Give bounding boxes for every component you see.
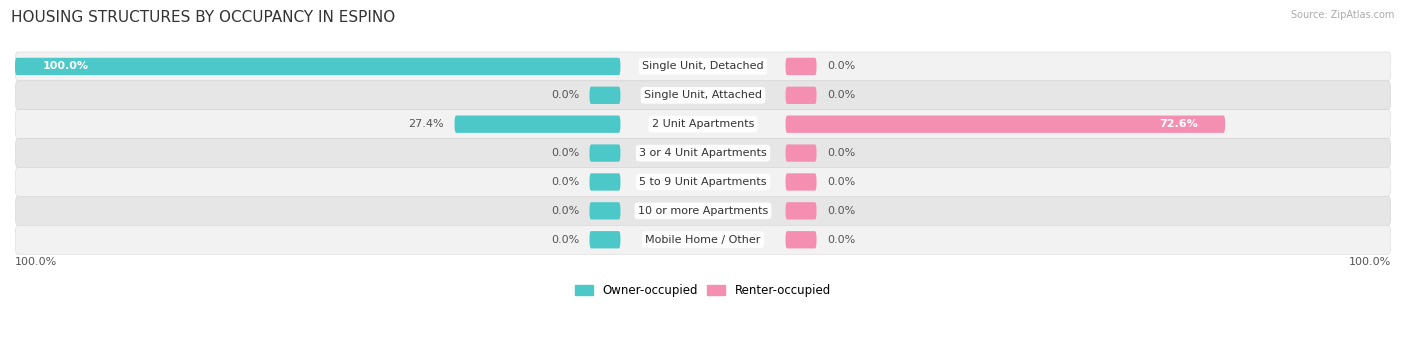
FancyBboxPatch shape (786, 231, 817, 249)
FancyBboxPatch shape (589, 173, 620, 191)
Text: 0.0%: 0.0% (827, 148, 855, 158)
FancyBboxPatch shape (589, 145, 620, 162)
Text: 2 Unit Apartments: 2 Unit Apartments (652, 119, 754, 129)
FancyBboxPatch shape (15, 52, 1391, 81)
FancyBboxPatch shape (786, 145, 817, 162)
FancyBboxPatch shape (786, 173, 817, 191)
Text: 0.0%: 0.0% (551, 177, 579, 187)
Text: 0.0%: 0.0% (827, 177, 855, 187)
Text: 27.4%: 27.4% (409, 119, 444, 129)
Text: 0.0%: 0.0% (827, 235, 855, 245)
Text: 72.6%: 72.6% (1159, 119, 1198, 129)
Text: 10 or more Apartments: 10 or more Apartments (638, 206, 768, 216)
Text: 5 to 9 Unit Apartments: 5 to 9 Unit Apartments (640, 177, 766, 187)
FancyBboxPatch shape (15, 196, 1391, 225)
FancyBboxPatch shape (15, 81, 1391, 110)
Text: Single Unit, Detached: Single Unit, Detached (643, 61, 763, 71)
Text: 0.0%: 0.0% (827, 61, 855, 71)
Text: 100.0%: 100.0% (42, 61, 89, 71)
Text: 0.0%: 0.0% (551, 235, 579, 245)
FancyBboxPatch shape (589, 202, 620, 220)
Text: Mobile Home / Other: Mobile Home / Other (645, 235, 761, 245)
Text: 0.0%: 0.0% (551, 148, 579, 158)
FancyBboxPatch shape (15, 110, 1391, 139)
FancyBboxPatch shape (15, 58, 620, 75)
Text: HOUSING STRUCTURES BY OCCUPANCY IN ESPINO: HOUSING STRUCTURES BY OCCUPANCY IN ESPIN… (11, 10, 395, 25)
Text: 100.0%: 100.0% (1348, 257, 1391, 267)
FancyBboxPatch shape (454, 116, 620, 133)
FancyBboxPatch shape (786, 87, 817, 104)
FancyBboxPatch shape (15, 139, 1391, 167)
FancyBboxPatch shape (786, 116, 1225, 133)
FancyBboxPatch shape (15, 225, 1391, 254)
Legend: Owner-occupied, Renter-occupied: Owner-occupied, Renter-occupied (575, 284, 831, 297)
FancyBboxPatch shape (786, 58, 817, 75)
Text: 0.0%: 0.0% (551, 90, 579, 100)
FancyBboxPatch shape (589, 87, 620, 104)
FancyBboxPatch shape (786, 202, 817, 220)
Text: Single Unit, Attached: Single Unit, Attached (644, 90, 762, 100)
Text: 3 or 4 Unit Apartments: 3 or 4 Unit Apartments (640, 148, 766, 158)
Text: 0.0%: 0.0% (827, 90, 855, 100)
Text: Source: ZipAtlas.com: Source: ZipAtlas.com (1291, 10, 1395, 20)
Text: 0.0%: 0.0% (827, 206, 855, 216)
FancyBboxPatch shape (589, 231, 620, 249)
Text: 0.0%: 0.0% (551, 206, 579, 216)
FancyBboxPatch shape (15, 167, 1391, 196)
Text: 100.0%: 100.0% (15, 257, 58, 267)
